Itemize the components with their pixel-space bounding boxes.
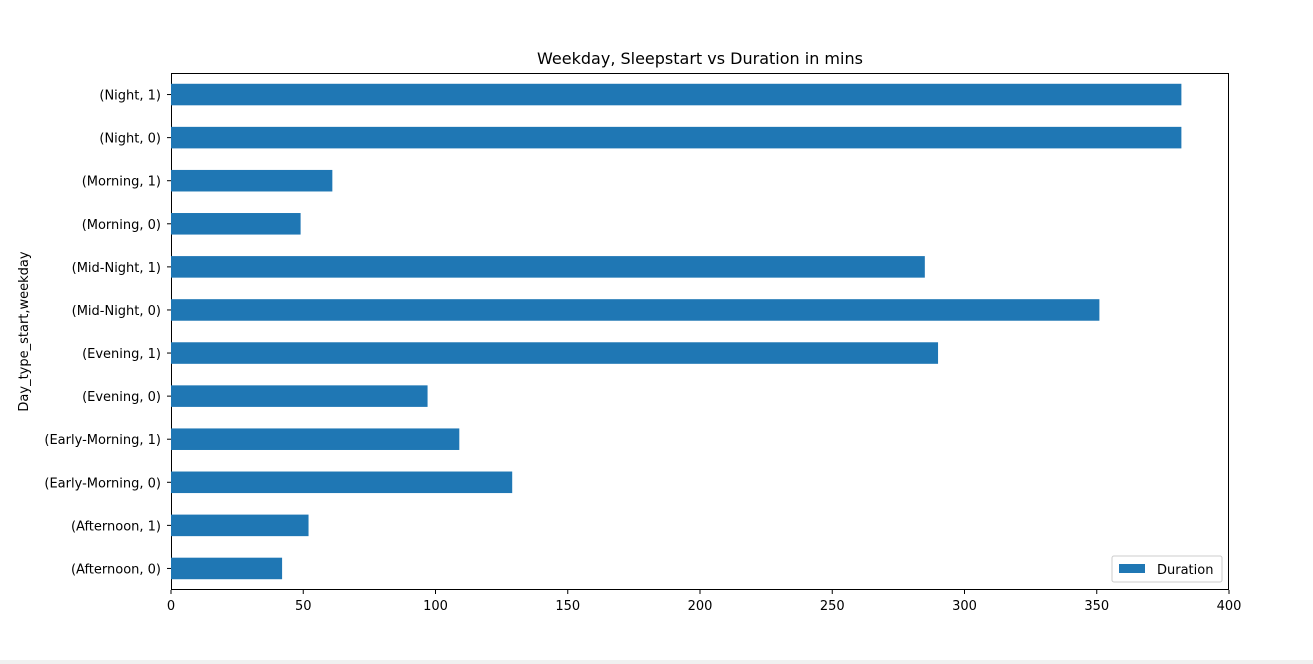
- bar: [171, 126, 1182, 149]
- y-tick-label: (Mid-Night, 1): [72, 261, 161, 276]
- y-tick-label: (Mid-Night, 0): [72, 304, 161, 319]
- y-axis-label: Day_type_start,weekday: [17, 251, 32, 411]
- x-tick-label: 300: [952, 599, 977, 614]
- y-axis-ticks: (Afternoon, 0) (Afternoon, 1) (Early-Morni…: [44, 89, 171, 577]
- x-tick-label: 50: [295, 599, 312, 614]
- legend-box: [1111, 555, 1223, 583]
- bar: [171, 299, 1100, 321]
- y-tick-label: (Night, 0): [99, 132, 161, 147]
- bar: [171, 169, 333, 192]
- x-axis-ticks: 0 50 100 150 200 250 300 350 400: [167, 590, 1242, 614]
- bars-group: [171, 83, 1182, 580]
- y-tick-label: (Morning, 0): [82, 218, 161, 233]
- plot-area-frame: [171, 73, 1229, 590]
- legend: Duration: [1111, 555, 1223, 583]
- bar: [171, 83, 1182, 106]
- y-tick-label: (Afternoon, 0): [71, 562, 161, 577]
- y-tick-label: (Early-Morning, 1): [44, 433, 161, 448]
- bar: [171, 514, 309, 537]
- x-tick-label: 0: [167, 599, 175, 614]
- bar: [171, 557, 283, 580]
- x-tick-label: 200: [688, 599, 713, 614]
- y-tick-label: (Evening, 1): [82, 347, 161, 362]
- chart-title: Weekday, Sleepstart vs Duration in mins: [537, 49, 863, 68]
- x-tick-label: 350: [1084, 599, 1109, 614]
- bar: [171, 256, 925, 278]
- y-tick-label: (Night, 1): [99, 89, 161, 104]
- bar: [171, 385, 428, 407]
- y-tick-label: (Morning, 1): [82, 175, 161, 190]
- legend-swatch-duration: [1119, 564, 1145, 573]
- bar: [171, 428, 460, 450]
- bar: [171, 213, 301, 235]
- bar: [171, 471, 513, 494]
- y-tick-label: (Evening, 0): [82, 390, 161, 405]
- x-tick-label: 400: [1217, 599, 1242, 614]
- bottom-strip: [0, 660, 1313, 664]
- x-tick-label: 150: [555, 599, 580, 614]
- y-tick-label: (Afternoon, 1): [71, 519, 161, 534]
- x-tick-label: 250: [820, 599, 845, 614]
- bar: [171, 342, 939, 364]
- x-tick-label: 100: [423, 599, 448, 614]
- y-tick-label: (Early-Morning, 0): [44, 476, 161, 491]
- legend-label-duration: Duration: [1157, 563, 1213, 578]
